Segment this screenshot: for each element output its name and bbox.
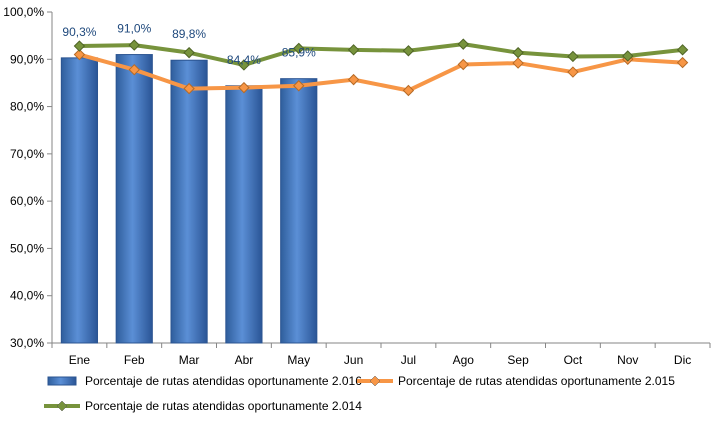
legend-marker	[56, 400, 68, 412]
bar	[60, 57, 99, 344]
x-tick-label: Mar	[179, 353, 200, 367]
marker-2015	[238, 81, 250, 94]
marker-2015	[73, 48, 86, 61]
bar	[280, 78, 318, 344]
marker-2015	[457, 58, 469, 71]
legend-label: Porcentaje de rutas atendidas oportuname…	[85, 399, 362, 413]
x-tick-label: Jul	[401, 353, 416, 367]
legend-marker	[369, 375, 381, 387]
bar-data-label: 89,8%	[172, 27, 206, 41]
marker-2015	[402, 84, 415, 97]
marker-2014	[676, 44, 689, 56]
x-tick-label: Ene	[69, 353, 91, 367]
marker-2015	[567, 66, 579, 78]
line-series	[73, 38, 689, 97]
marker-2014	[457, 38, 469, 50]
y-axis: 30,0% 40,0% 50,0% 60,0% 70,0% 80,0% 90,0% 100,0…	[3, 5, 53, 350]
marker-2014	[567, 50, 579, 63]
legend-item-2015: Porcentaje de rutas atendidas oportuname…	[357, 374, 675, 388]
bar-data-label: 84,4%	[227, 53, 261, 67]
legend-label: Porcentaje de rutas atendidas oportuname…	[85, 374, 362, 388]
x-tick-label: Oct	[564, 353, 583, 367]
y-tick-label: 40,0%	[10, 289, 44, 303]
bar-data-label: 91,0%	[117, 22, 151, 36]
bar	[115, 54, 153, 344]
marker-2014	[402, 45, 415, 57]
marker-2015	[512, 57, 524, 69]
y-tick-label: 60,0%	[10, 194, 44, 208]
y-tick-label: 50,0%	[10, 241, 44, 255]
marker-2014	[183, 46, 195, 59]
y-tick-label: 100,0%	[3, 5, 44, 19]
legend-swatch	[47, 376, 77, 386]
y-tick-label: 90,0%	[10, 52, 44, 66]
marker-2014	[238, 59, 250, 71]
marker-2014	[128, 39, 140, 51]
x-tick-label: Jun	[344, 353, 363, 367]
data-labels: 90,3% 91,0% 89,8% 84,4% 85,9%	[62, 22, 316, 67]
x-tick-label: Dic	[674, 353, 691, 367]
legend: Porcentaje de rutas atendidas oportuname…	[44, 374, 675, 413]
marker-2015	[128, 63, 140, 76]
marker-2015	[347, 73, 360, 86]
bar-series-2016	[60, 54, 318, 344]
marker-2014	[293, 42, 305, 55]
x-tick-label: Nov	[617, 353, 638, 367]
marker-2014	[512, 46, 524, 59]
marker-2014	[347, 44, 360, 56]
x-tick-label: May	[287, 353, 310, 367]
x-tick-label: Ago	[453, 353, 475, 367]
legend-item-2016: Porcentaje de rutas atendidas oportuname…	[47, 374, 362, 388]
legend-label: Porcentaje de rutas atendidas oportuname…	[398, 374, 675, 388]
marker-2014	[622, 50, 634, 62]
marker-2015	[183, 82, 195, 95]
y-tick-label: 30,0%	[10, 336, 44, 350]
line-2014	[77, 42, 685, 67]
marker-2015	[676, 56, 689, 69]
bar	[170, 59, 208, 344]
x-axis: Ene Feb Mar Abr May Jun Jul Ago Sep Oct Nov Dic	[51, 342, 711, 367]
x-tick-label: Sep	[507, 353, 529, 367]
x-tick-label: Abr	[235, 353, 254, 367]
legend-item-2014: Porcentaje de rutas atendidas oportuname…	[44, 399, 362, 413]
marker-2015	[293, 80, 305, 92]
bar-data-label: 90,3%	[62, 25, 96, 39]
y-tick-label: 80,0%	[10, 100, 44, 114]
x-tick-label: Feb	[124, 353, 145, 367]
y-tick-label: 70,0%	[10, 147, 44, 161]
marker-2014	[73, 40, 86, 52]
bar-data-label: 85,9%	[282, 46, 316, 60]
bar	[225, 85, 263, 344]
line-2015	[77, 52, 685, 93]
